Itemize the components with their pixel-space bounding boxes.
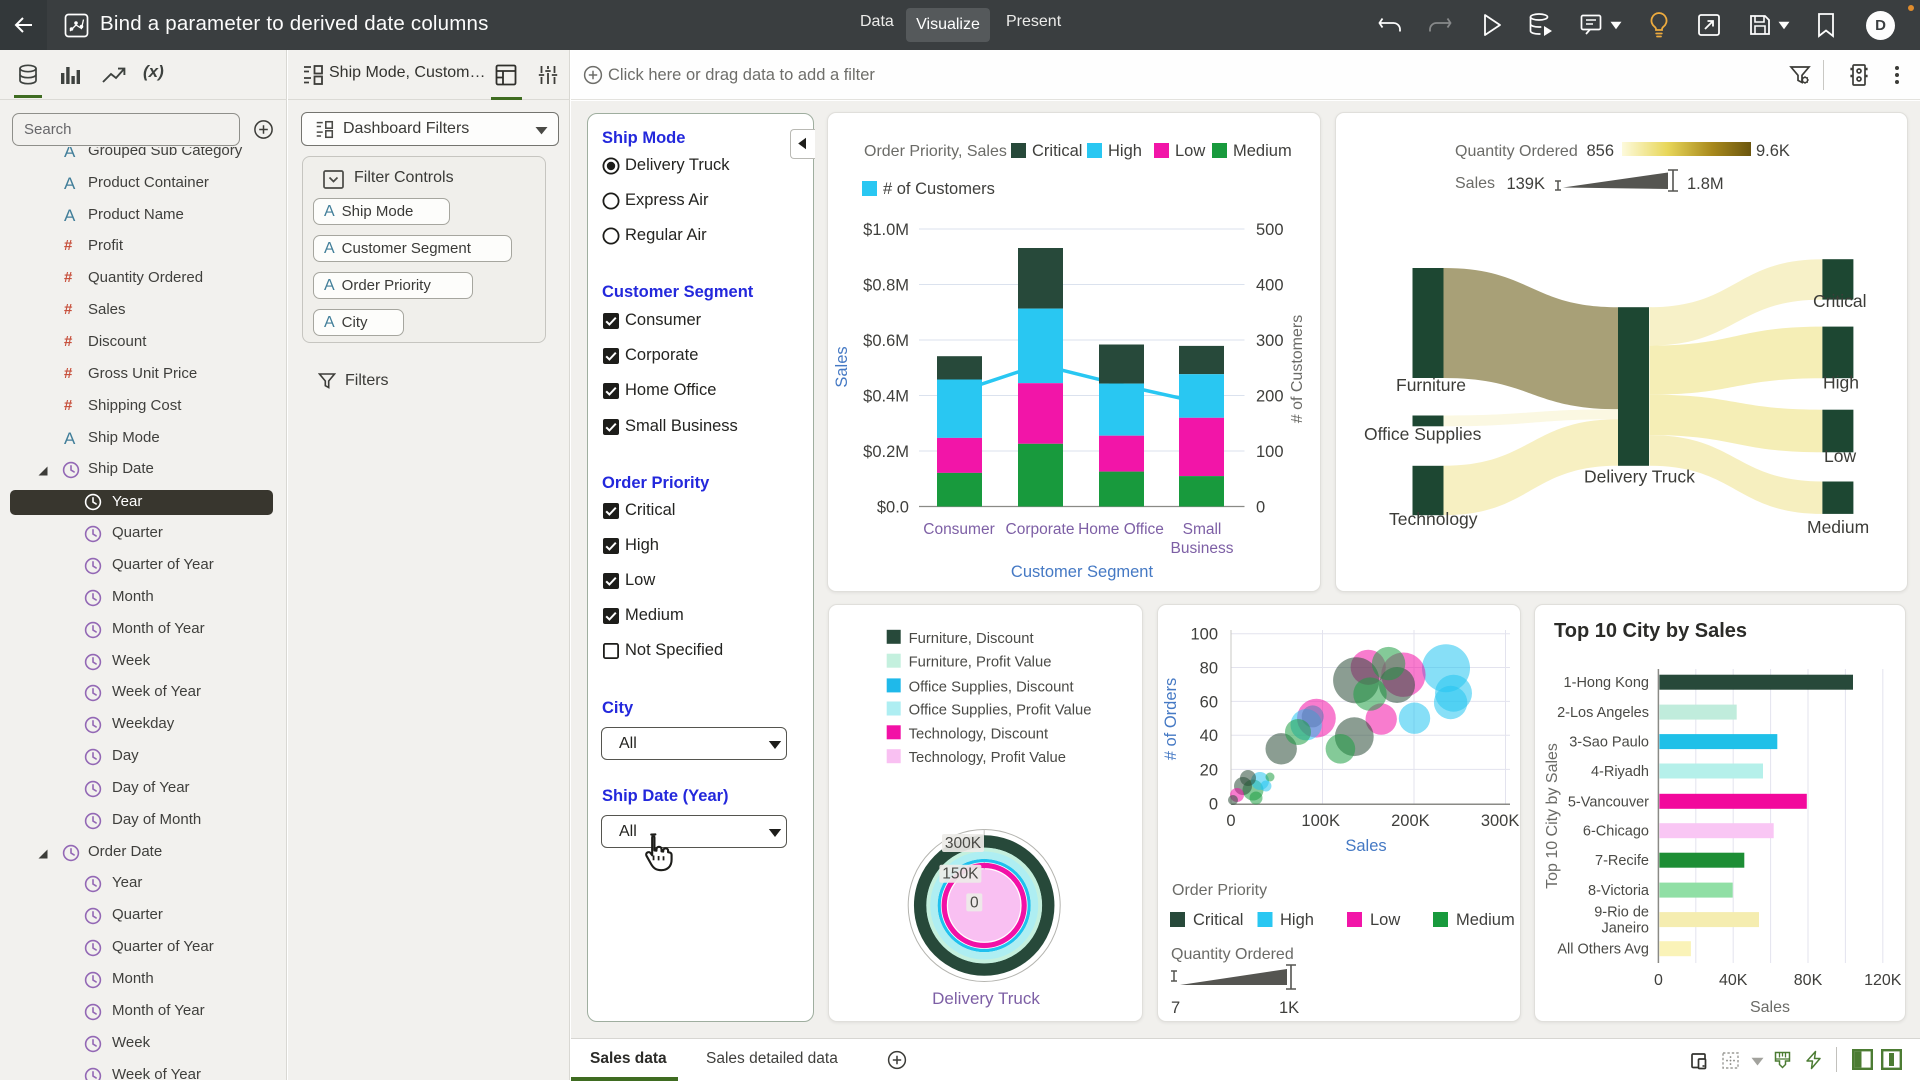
svg-text:Quantity Ordered: Quantity Ordered [1171,946,1294,963]
svg-text:Customer Segment: Customer Segment [1011,563,1154,581]
svg-text:Consumer: Consumer [923,521,995,538]
svg-text:300: 300 [1256,332,1284,350]
svg-text:Medium: Medium [1233,142,1292,160]
svg-text:7-Recife: 7-Recife [1595,853,1649,869]
svg-text:Small: Small [1183,521,1222,538]
svg-text:120K: 120K [1864,972,1902,989]
svg-text:0: 0 [1256,499,1265,517]
svg-text:Critical: Critical [1193,911,1243,929]
svg-text:Office Supplies: Office Supplies [1364,424,1482,444]
svg-text:Low: Low [1824,446,1856,466]
svg-text:20: 20 [1200,761,1218,779]
svg-text:400: 400 [1256,277,1284,295]
svg-text:6-Chicago: 6-Chicago [1583,824,1649,840]
svg-text:Order Priority, Sales: Order Priority, Sales [864,143,1007,160]
svg-text:Top 10 City by Sales: Top 10 City by Sales [1554,620,1747,642]
svg-text:0: 0 [970,894,979,911]
svg-text:High: High [1823,373,1859,393]
svg-text:100K: 100K [1301,812,1340,830]
svg-text:Janeiro: Janeiro [1601,921,1649,937]
svg-text:High: High [1280,911,1314,929]
svg-text:7: 7 [1171,999,1180,1017]
svg-text:Critical: Critical [1813,291,1866,311]
svg-text:100: 100 [1256,443,1284,461]
svg-text:1-Hong Kong: 1-Hong Kong [1564,675,1649,691]
svg-text:Home Office: Home Office [1078,521,1164,538]
svg-text:$0.2M: $0.2M [863,443,909,461]
svg-text:# of Orders: # of Orders [1162,678,1180,761]
svg-text:# of Customers: # of Customers [883,180,995,198]
svg-text:9-Rio de: 9-Rio de [1594,905,1649,921]
svg-text:4-Riyadh: 4-Riyadh [1591,764,1649,780]
svg-text:0: 0 [1226,812,1235,830]
svg-text:Furniture, Profit Value: Furniture, Profit Value [909,655,1052,671]
svg-text:Medium: Medium [1807,517,1869,537]
svg-text:300K: 300K [1481,812,1520,830]
svg-text:Low: Low [1175,142,1205,160]
svg-text:0: 0 [1209,795,1218,813]
svg-text:Medium: Medium [1456,911,1515,929]
svg-text:Office Supplies, Profit Value: Office Supplies, Profit Value [909,703,1092,719]
svg-text:40K: 40K [1719,972,1748,989]
svg-text:$0.0: $0.0 [877,499,909,517]
svg-text:2-Los Angeles: 2-Los Angeles [1557,705,1649,721]
svg-text:Sales: Sales [1455,175,1495,192]
svg-text:200: 200 [1256,388,1284,406]
svg-text:Technology, Discount: Technology, Discount [909,726,1049,742]
svg-text:Corporate: Corporate [1006,521,1075,538]
svg-text:80: 80 [1200,660,1218,678]
svg-text:100: 100 [1190,626,1218,644]
svg-text:1.8M: 1.8M [1687,175,1724,193]
svg-text:Sales: Sales [1345,837,1386,855]
svg-text:Sales: Sales [833,346,851,387]
svg-text:Office Supplies, Discount: Office Supplies, Discount [909,679,1074,695]
svg-text:80K: 80K [1794,972,1823,989]
svg-text:# of Customers: # of Customers [1289,315,1306,423]
svg-text:Sales: Sales [1750,999,1790,1016]
svg-text:Order Priority: Order Priority [1172,882,1267,899]
svg-text:$0.6M: $0.6M [863,332,909,350]
svg-text:$1.0M: $1.0M [863,221,909,239]
svg-text:Delivery Truck: Delivery Truck [932,989,1040,1008]
svg-text:All Others Avg: All Others Avg [1557,942,1649,958]
svg-text:3-Sao Paulo: 3-Sao Paulo [1569,735,1649,751]
svg-text:Delivery Truck: Delivery Truck [1584,467,1695,487]
svg-text:Furniture, Discount: Furniture, Discount [909,631,1034,647]
svg-text:8-Victoria: 8-Victoria [1588,883,1650,899]
svg-text:High: High [1108,142,1142,160]
svg-text:150K: 150K [942,866,979,883]
svg-text:856: 856 [1586,142,1614,160]
svg-text:Technology, Profit Value: Technology, Profit Value [909,750,1066,766]
svg-text:$0.4M: $0.4M [863,388,909,406]
svg-text:Furniture: Furniture [1396,375,1466,395]
svg-text:60: 60 [1200,693,1218,711]
svg-text:Business: Business [1171,540,1234,557]
svg-text:40: 40 [1200,727,1218,745]
svg-text:Technology: Technology [1389,509,1478,529]
svg-text:5-Vancouver: 5-Vancouver [1568,794,1649,810]
svg-text:300K: 300K [945,835,982,852]
svg-text:$0.8M: $0.8M [863,277,909,295]
svg-text:Critical: Critical [1032,142,1082,160]
svg-text:Quantity Ordered: Quantity Ordered [1455,143,1578,160]
svg-text:Top 10 City by Sales: Top 10 City by Sales [1544,743,1561,889]
svg-text:9.6K: 9.6K [1756,142,1790,160]
svg-text:500: 500 [1256,221,1284,239]
svg-text:139K: 139K [1506,175,1545,193]
svg-text:0: 0 [1654,972,1663,989]
svg-text:200K: 200K [1391,812,1430,830]
svg-text:1K: 1K [1279,999,1299,1017]
svg-text:Low: Low [1370,911,1400,929]
